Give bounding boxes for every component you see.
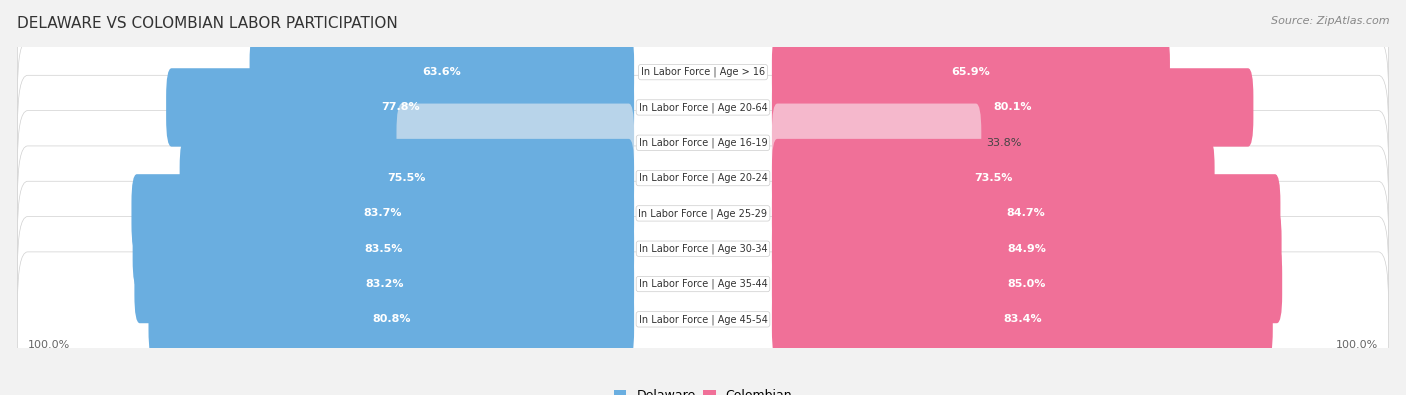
FancyBboxPatch shape xyxy=(17,111,1389,246)
FancyBboxPatch shape xyxy=(772,33,1170,111)
Text: In Labor Force | Age 16-19: In Labor Force | Age 16-19 xyxy=(638,137,768,148)
FancyBboxPatch shape xyxy=(17,252,1389,387)
Text: 63.6%: 63.6% xyxy=(422,67,461,77)
FancyBboxPatch shape xyxy=(17,146,1389,281)
FancyBboxPatch shape xyxy=(772,139,1215,217)
FancyBboxPatch shape xyxy=(250,33,634,111)
Text: 80.1%: 80.1% xyxy=(994,102,1032,113)
FancyBboxPatch shape xyxy=(132,209,634,288)
FancyBboxPatch shape xyxy=(772,103,981,182)
Text: In Labor Force | Age 20-64: In Labor Force | Age 20-64 xyxy=(638,102,768,113)
Text: 84.9%: 84.9% xyxy=(1007,244,1046,254)
FancyBboxPatch shape xyxy=(772,280,1272,359)
FancyBboxPatch shape xyxy=(772,209,1282,288)
Text: In Labor Force | Age 20-24: In Labor Force | Age 20-24 xyxy=(638,173,768,183)
Text: In Labor Force | Age 25-29: In Labor Force | Age 25-29 xyxy=(638,208,768,219)
Text: 100.0%: 100.0% xyxy=(28,340,70,350)
FancyBboxPatch shape xyxy=(17,216,1389,352)
Text: In Labor Force | Age 45-54: In Labor Force | Age 45-54 xyxy=(638,314,768,325)
FancyBboxPatch shape xyxy=(166,68,634,147)
Legend: Delaware, Colombian: Delaware, Colombian xyxy=(609,384,797,395)
Text: 77.8%: 77.8% xyxy=(381,102,419,113)
FancyBboxPatch shape xyxy=(396,103,634,182)
Text: 83.5%: 83.5% xyxy=(364,244,402,254)
FancyBboxPatch shape xyxy=(180,139,634,217)
FancyBboxPatch shape xyxy=(17,181,1389,316)
FancyBboxPatch shape xyxy=(17,75,1389,210)
FancyBboxPatch shape xyxy=(17,5,1389,139)
Text: 65.9%: 65.9% xyxy=(952,67,990,77)
FancyBboxPatch shape xyxy=(131,174,634,252)
FancyBboxPatch shape xyxy=(772,245,1282,323)
FancyBboxPatch shape xyxy=(772,68,1253,147)
Text: 83.2%: 83.2% xyxy=(366,279,404,289)
Text: 73.5%: 73.5% xyxy=(974,173,1012,183)
FancyBboxPatch shape xyxy=(772,174,1281,252)
Text: 38.6%: 38.6% xyxy=(638,138,675,148)
Text: DELAWARE VS COLOMBIAN LABOR PARTICIPATION: DELAWARE VS COLOMBIAN LABOR PARTICIPATIO… xyxy=(17,16,398,31)
Text: In Labor Force | Age 35-44: In Labor Force | Age 35-44 xyxy=(638,279,768,289)
FancyBboxPatch shape xyxy=(135,245,634,323)
Text: In Labor Force | Age > 16: In Labor Force | Age > 16 xyxy=(641,67,765,77)
Text: 33.8%: 33.8% xyxy=(986,138,1021,148)
FancyBboxPatch shape xyxy=(17,40,1389,175)
Text: 83.7%: 83.7% xyxy=(364,209,402,218)
Text: Source: ZipAtlas.com: Source: ZipAtlas.com xyxy=(1271,16,1389,26)
Text: 85.0%: 85.0% xyxy=(1008,279,1046,289)
Text: 75.5%: 75.5% xyxy=(388,173,426,183)
Text: 84.7%: 84.7% xyxy=(1007,209,1046,218)
Text: In Labor Force | Age 30-34: In Labor Force | Age 30-34 xyxy=(638,243,768,254)
FancyBboxPatch shape xyxy=(149,280,634,359)
Text: 83.4%: 83.4% xyxy=(1002,314,1042,324)
Text: 80.8%: 80.8% xyxy=(373,314,411,324)
Text: 100.0%: 100.0% xyxy=(1336,340,1378,350)
